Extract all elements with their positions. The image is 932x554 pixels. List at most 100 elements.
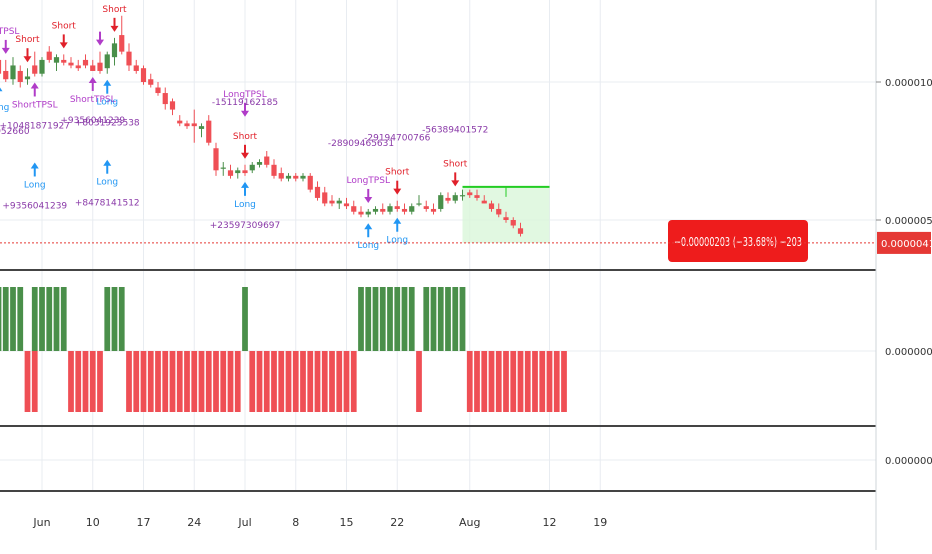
signal-arrowhead-long	[393, 217, 402, 224]
signal-arrowhead-short	[23, 56, 32, 63]
signal-arrowhead-tpsl	[88, 76, 97, 83]
indicator-tick-label: 0.00000000	[885, 347, 932, 358]
signal-value: -15119162185	[212, 98, 278, 108]
time-tick-label: 22	[390, 516, 404, 529]
indicator-bar-negative	[213, 351, 219, 412]
indicator-bar-negative	[249, 351, 256, 412]
signal-label-tpsl: LongTPSL	[347, 176, 390, 186]
candle-body	[24, 76, 31, 80]
indicator-bar-negative	[97, 351, 103, 412]
candle-body	[329, 200, 335, 204]
indicator-bar-positive	[17, 287, 24, 351]
candle-body	[423, 206, 429, 209]
candle-body	[474, 195, 480, 198]
position-label-box	[668, 220, 808, 262]
indicator-bar-negative	[191, 351, 198, 412]
indicator-bar-negative	[278, 351, 285, 412]
candle-body	[68, 62, 74, 66]
signal-value: -28909465631	[328, 139, 394, 149]
candle-body	[481, 200, 487, 204]
position-tool[interactable]: −0.00000203 (−33.68%) −203	[462, 185, 809, 262]
candle-body	[416, 203, 422, 205]
signal-label-short: Short	[15, 35, 40, 45]
indicator-bar-positive	[2, 287, 9, 351]
candle-body	[198, 126, 205, 129]
indicator-bar-negative	[176, 351, 183, 412]
lower-pane-tick-label: 0.00000000	[885, 456, 932, 467]
indicator-bar-positive	[118, 287, 125, 351]
indicator-bar-negative	[205, 351, 212, 412]
candle-body	[220, 167, 226, 169]
indicator-bar-negative	[227, 351, 234, 412]
indicator-bar-negative	[561, 351, 567, 412]
indicator-bar-negative	[285, 351, 292, 412]
signal-value: +8031923538	[75, 119, 140, 129]
signal-value: +23597309697	[210, 221, 281, 231]
indicator-bar-negative	[466, 351, 473, 412]
indicator-bar-negative	[126, 351, 132, 412]
indicator-bar-positive	[60, 287, 67, 351]
candle-body	[53, 57, 60, 63]
candle-body	[162, 93, 168, 105]
signal-label-long: Long	[96, 98, 118, 108]
signal-label-short: Short	[443, 159, 468, 169]
indicator-bar-negative	[198, 351, 205, 412]
candle-body	[488, 203, 495, 209]
candle-body	[213, 148, 219, 171]
candle-body	[242, 170, 248, 174]
candle-body	[0, 59, 2, 74]
signal-label-long: Long	[24, 180, 46, 190]
indicator-bar-negative	[474, 351, 480, 412]
indicator-bar-negative	[89, 351, 96, 412]
indicator-bar-negative	[263, 351, 270, 412]
indicator-bar-negative	[24, 351, 31, 412]
time-tick-label: Jul	[237, 516, 251, 529]
candle-body	[111, 43, 118, 58]
time-axis[interactable]: Jun 10 17 24 Jul 8 15 22 Aug 12 19	[32, 516, 607, 529]
indicator-bar-negative	[495, 351, 502, 412]
indicator-bar-positive	[401, 287, 408, 351]
candle-body	[97, 62, 103, 71]
indicator-bar-positive	[104, 287, 111, 351]
price-axis[interactable]: 0.00001000 0.00000500 0.00000417 0.00000000…	[876, 78, 932, 467]
indicator-bar-negative	[350, 351, 357, 412]
candle-body	[351, 206, 357, 212]
indicator-bar-positive	[394, 287, 401, 351]
signal-value: +9356041239	[2, 201, 67, 211]
candle-body	[409, 206, 415, 212]
candle-body	[256, 162, 263, 165]
candle-body	[82, 59, 89, 66]
signal-arrowhead-long	[103, 159, 112, 166]
candle-body	[104, 54, 110, 69]
indicator-bar-positive	[31, 287, 38, 351]
indicator-bar-positive	[365, 287, 372, 351]
signal-arrowhead-long	[0, 87, 3, 92]
candle-body	[148, 79, 154, 85]
candle-body	[285, 175, 292, 179]
signal-label-short: Short	[102, 5, 127, 15]
indicator-bar-positive	[430, 287, 437, 351]
indicator-bar-negative	[256, 351, 263, 412]
signal-arrowhead-long	[241, 181, 249, 188]
signal-label-tpsl: ShortTPSL	[70, 95, 116, 105]
candle-body	[249, 164, 255, 171]
signal-label-tpsl: ShortTPSL	[12, 100, 58, 110]
candle-body	[126, 51, 132, 66]
indicator-bar-negative	[140, 351, 147, 412]
current-price-label: 0.00000417	[881, 239, 932, 250]
candle-body	[278, 173, 284, 179]
signal-label-long: Long	[0, 103, 9, 113]
candle-body	[133, 65, 139, 71]
time-tick-label: Aug	[459, 516, 480, 529]
signal-arrowhead-short	[59, 42, 68, 49]
signal-arrowhead-long	[103, 79, 112, 86]
price-tick-label: 0.00001000	[885, 78, 932, 89]
indicator-bar-negative	[162, 351, 169, 412]
signal-label-short: Short	[233, 132, 258, 142]
indicator-bar-positive	[452, 287, 459, 351]
indicator-bar-negative	[155, 351, 161, 412]
candle-body	[90, 65, 96, 71]
candle-body	[140, 68, 147, 82]
